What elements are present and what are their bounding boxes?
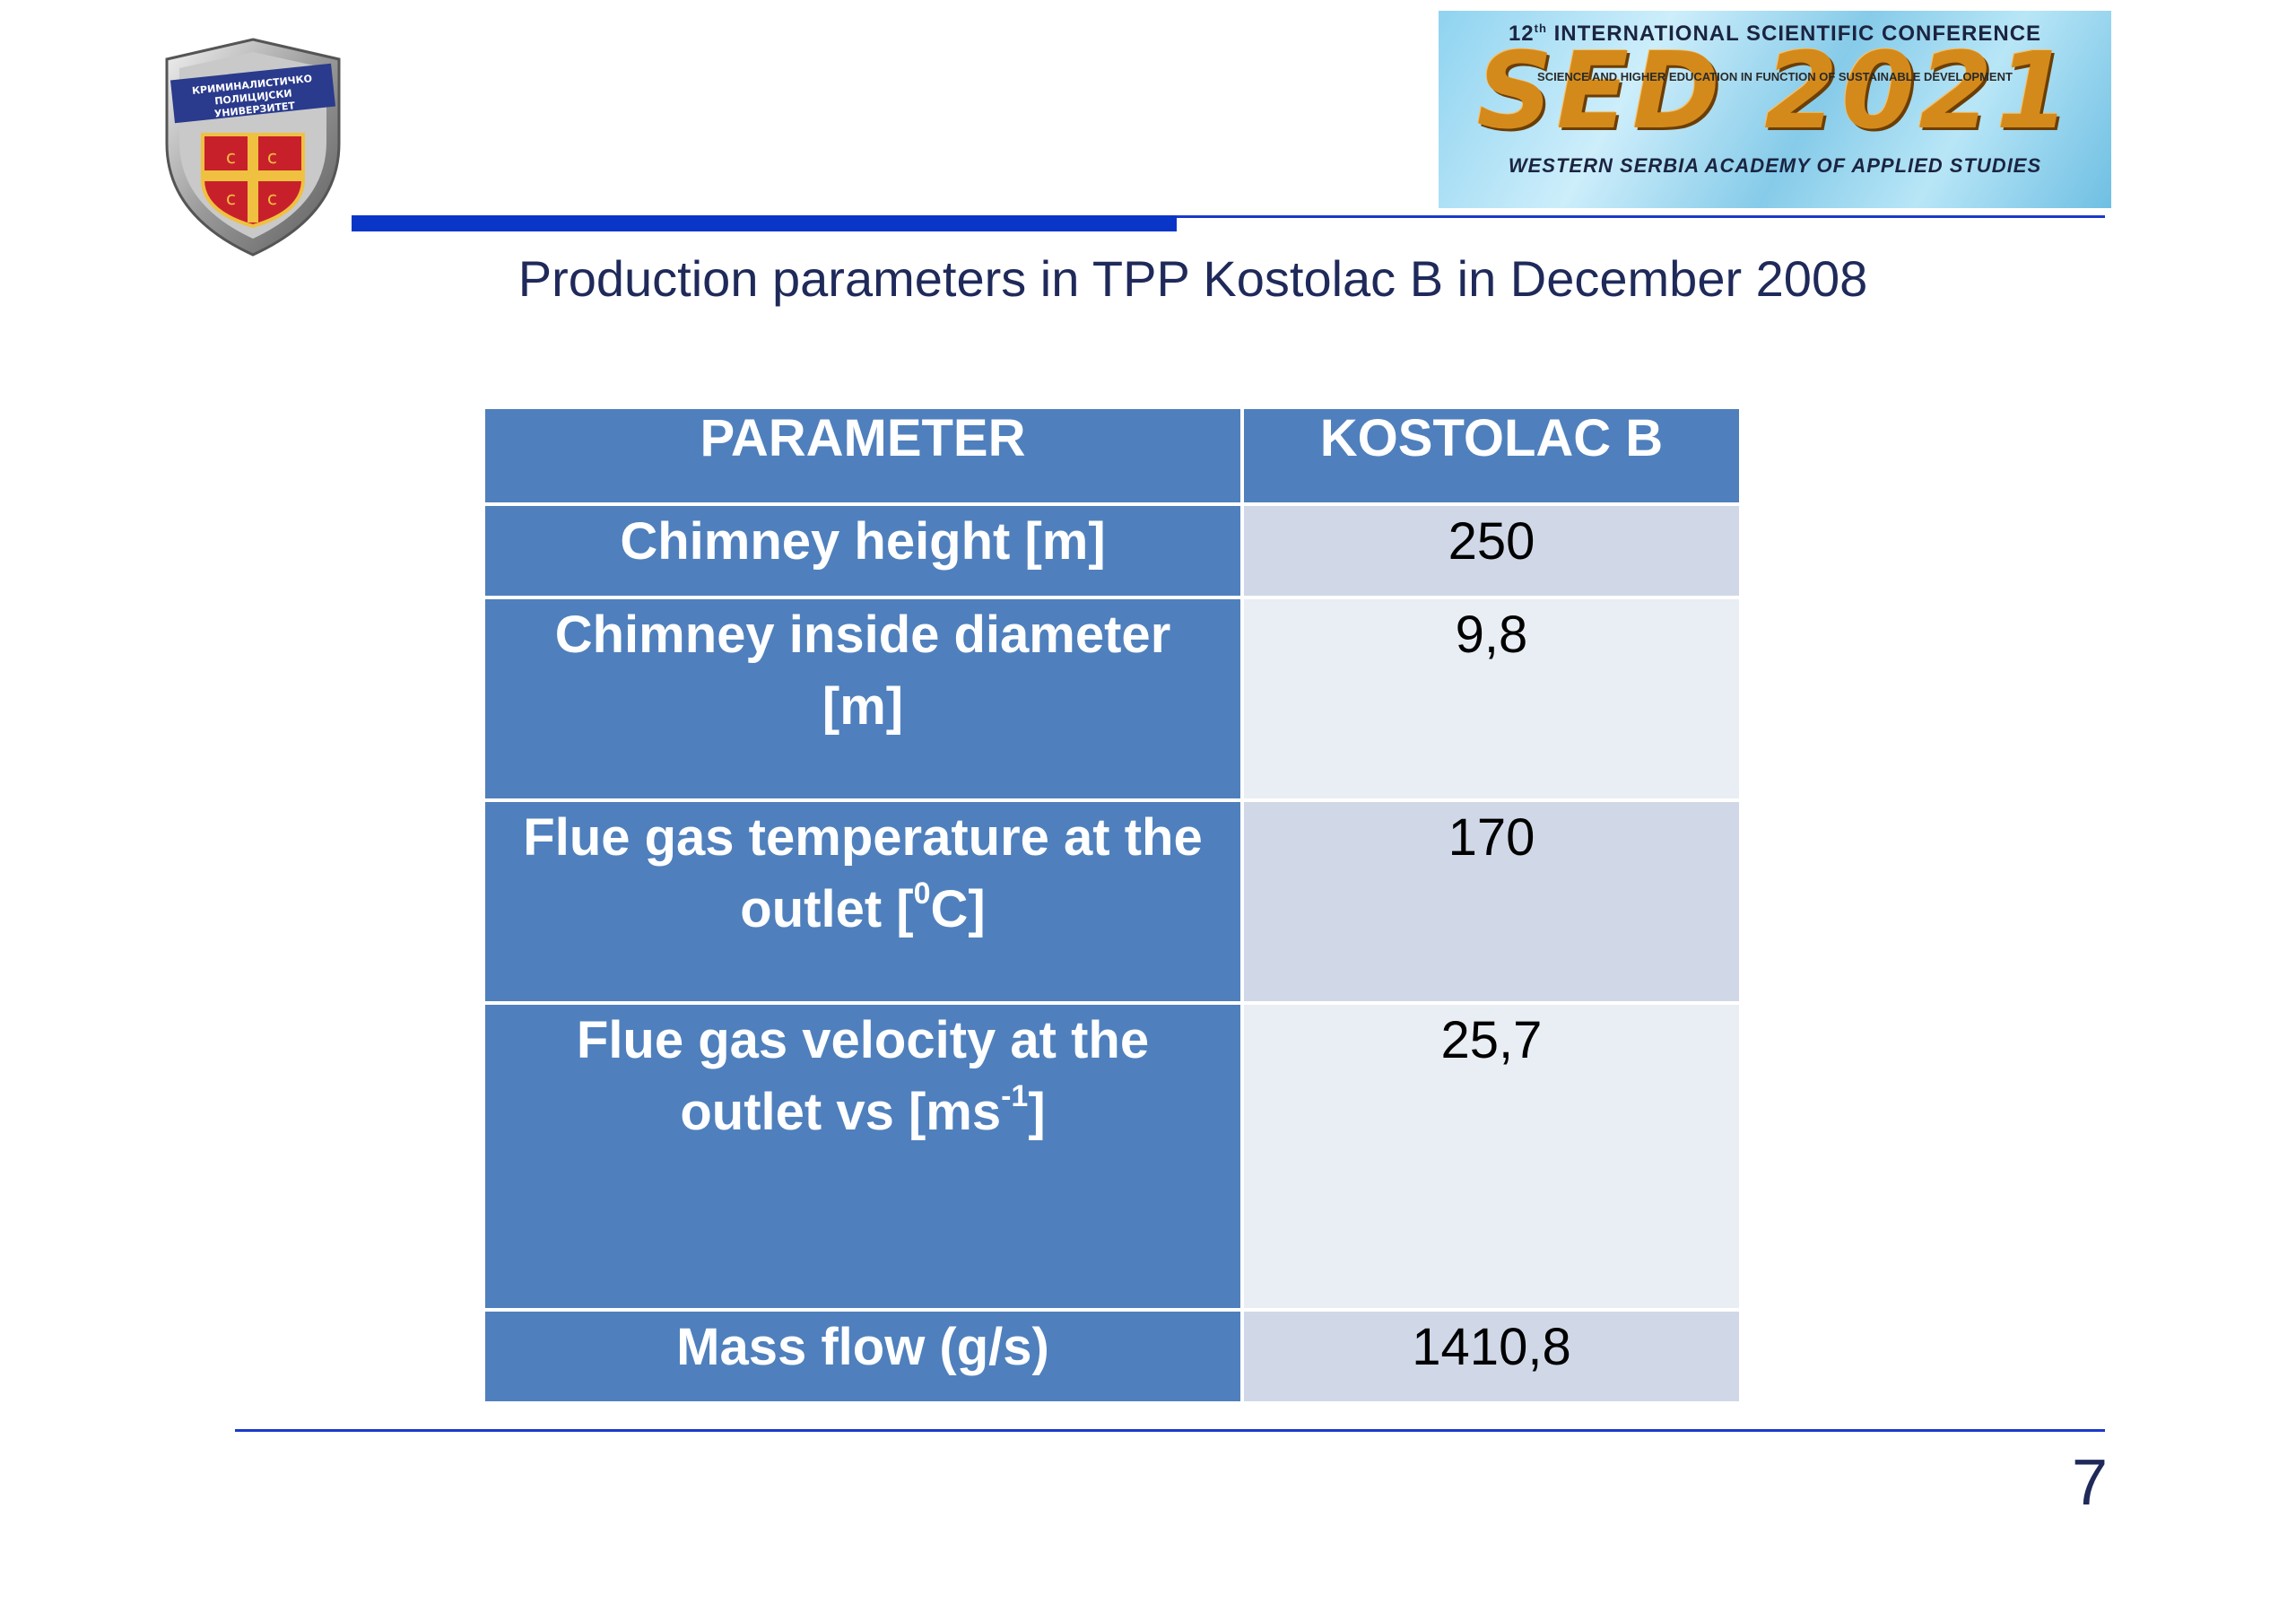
column-header-parameter: PARAMETER [482,406,1244,506]
footer-rule [235,1429,2105,1432]
page-number: 7 [2071,1447,2108,1519]
param-chimney-height: Chimney height [m] [482,502,1244,599]
header-rule-thin [1177,215,2105,218]
svg-text:с: с [267,187,277,209]
param-chimney-diameter: Chimney inside diameter [m] [482,596,1244,802]
table-header-row: PARAMETER KOSTOLAC B [482,406,1743,506]
table-row: Flue gas velocity at the outlet vs [ms-1]… [482,1001,1743,1312]
value-flue-gas-temperature: 170 [1240,798,1743,1005]
svg-text:с: с [267,146,277,168]
banner-conference-line: 12th INTERNATIONAL SCIENTIFIC CONFERENCE [1508,22,2042,46]
value-mass-flow: 1410,8 [1240,1308,1743,1405]
university-emblem-logo: КРИМИНАЛИСТИЧКО ПОЛИЦИЈСКИ УНИВЕРЗИТЕТ с… [165,38,341,257]
table-row: Flue gas temperature at the outlet [0C] 1… [482,798,1743,1005]
value-chimney-diameter: 9,8 [1240,596,1743,802]
header-rule-thick [352,215,1177,231]
banner-sed-mark: SED 2021 [1476,29,2074,153]
column-header-kostolac-b: KOSTOLAC B [1240,406,1743,506]
value-flue-gas-velocity: 25,7 [1240,1001,1743,1312]
value-chimney-height: 250 [1240,502,1743,599]
svg-text:с: с [226,146,236,168]
table-row: Chimney inside diameter [m] 9,8 [482,596,1743,802]
slide-title: Production parameters in TPP Kostolac B … [517,250,1868,307]
param-mass-flow: Mass flow (g/s) [482,1308,1244,1405]
banner-academy: WESTERN SERBIA ACADEMY OF APPLIED STUDIE… [1508,154,2042,177]
table-row: Mass flow (g/s) 1410,8 [482,1308,1743,1405]
banner-subtitle: SCIENCE AND HIGHER EDUCATION IN FUNCTION… [1537,70,2013,83]
param-flue-gas-temperature: Flue gas temperature at the outlet [0C] [482,798,1244,1005]
svg-text:с: с [226,187,236,209]
conference-banner-logo: 12th INTERNATIONAL SCIENTIFIC CONFERENCE… [1439,11,2111,208]
parameters-table: PARAMETER KOSTOLAC B Chimney height [m] … [482,406,1743,1405]
param-flue-gas-velocity: Flue gas velocity at the outlet vs [ms-1] [482,1001,1244,1312]
table-row: Chimney height [m] 250 [482,502,1743,599]
